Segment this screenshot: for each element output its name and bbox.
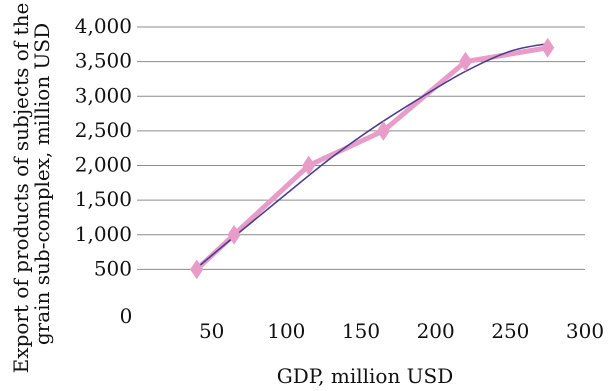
- data-series: [190, 37, 555, 280]
- y-tick-label-4: 2,500: [75, 118, 132, 142]
- x-axis-title: GDP, million USD: [277, 364, 454, 387]
- x-tick-label-4: 200: [417, 319, 455, 343]
- y-axis-title-line-2: grain sub-complex, million USD: [30, 23, 54, 345]
- x-tick-label-5: 250: [491, 319, 529, 343]
- x-tick-label-2: 100: [267, 319, 305, 343]
- y-tick-label-7: 4,000: [75, 14, 132, 38]
- x-tick-label-3: 150: [342, 319, 380, 343]
- y-tick-label-2: 1,500: [75, 187, 132, 211]
- data-line-series: [194, 45, 551, 272]
- data-point-marker-1: [227, 224, 241, 245]
- origin-label: 0: [120, 304, 133, 328]
- y-tick-label-0: 500: [94, 256, 132, 280]
- data-point-marker-0: [190, 259, 204, 280]
- gridlines: [137, 26, 585, 270]
- y-axis-title: Export of products of subjects of the gr…: [9, 3, 54, 374]
- y-axis-title-line-1: Export of products of subjects of the: [9, 3, 33, 374]
- y-tick-label-5: 3,000: [75, 83, 132, 107]
- data-point-marker-3: [376, 120, 391, 141]
- x-tick-label-6: 300: [566, 319, 604, 343]
- data-point-marker-2: [302, 155, 316, 176]
- data-point-marker-5: [541, 37, 555, 58]
- y-tick-label-6: 3,500: [75, 49, 132, 73]
- data-point-marker-4: [458, 51, 473, 72]
- trendline-series: [196, 42, 548, 269]
- y-tick-label-3: 2,000: [75, 153, 132, 177]
- y-tick-label-1: 1,000: [75, 222, 132, 246]
- x-tick-label-1: 50: [199, 319, 224, 343]
- tick-labels: 500 1,000 1,500 2,000 2,500 3,000 3,500 4,000 0 5…: [75, 14, 604, 343]
